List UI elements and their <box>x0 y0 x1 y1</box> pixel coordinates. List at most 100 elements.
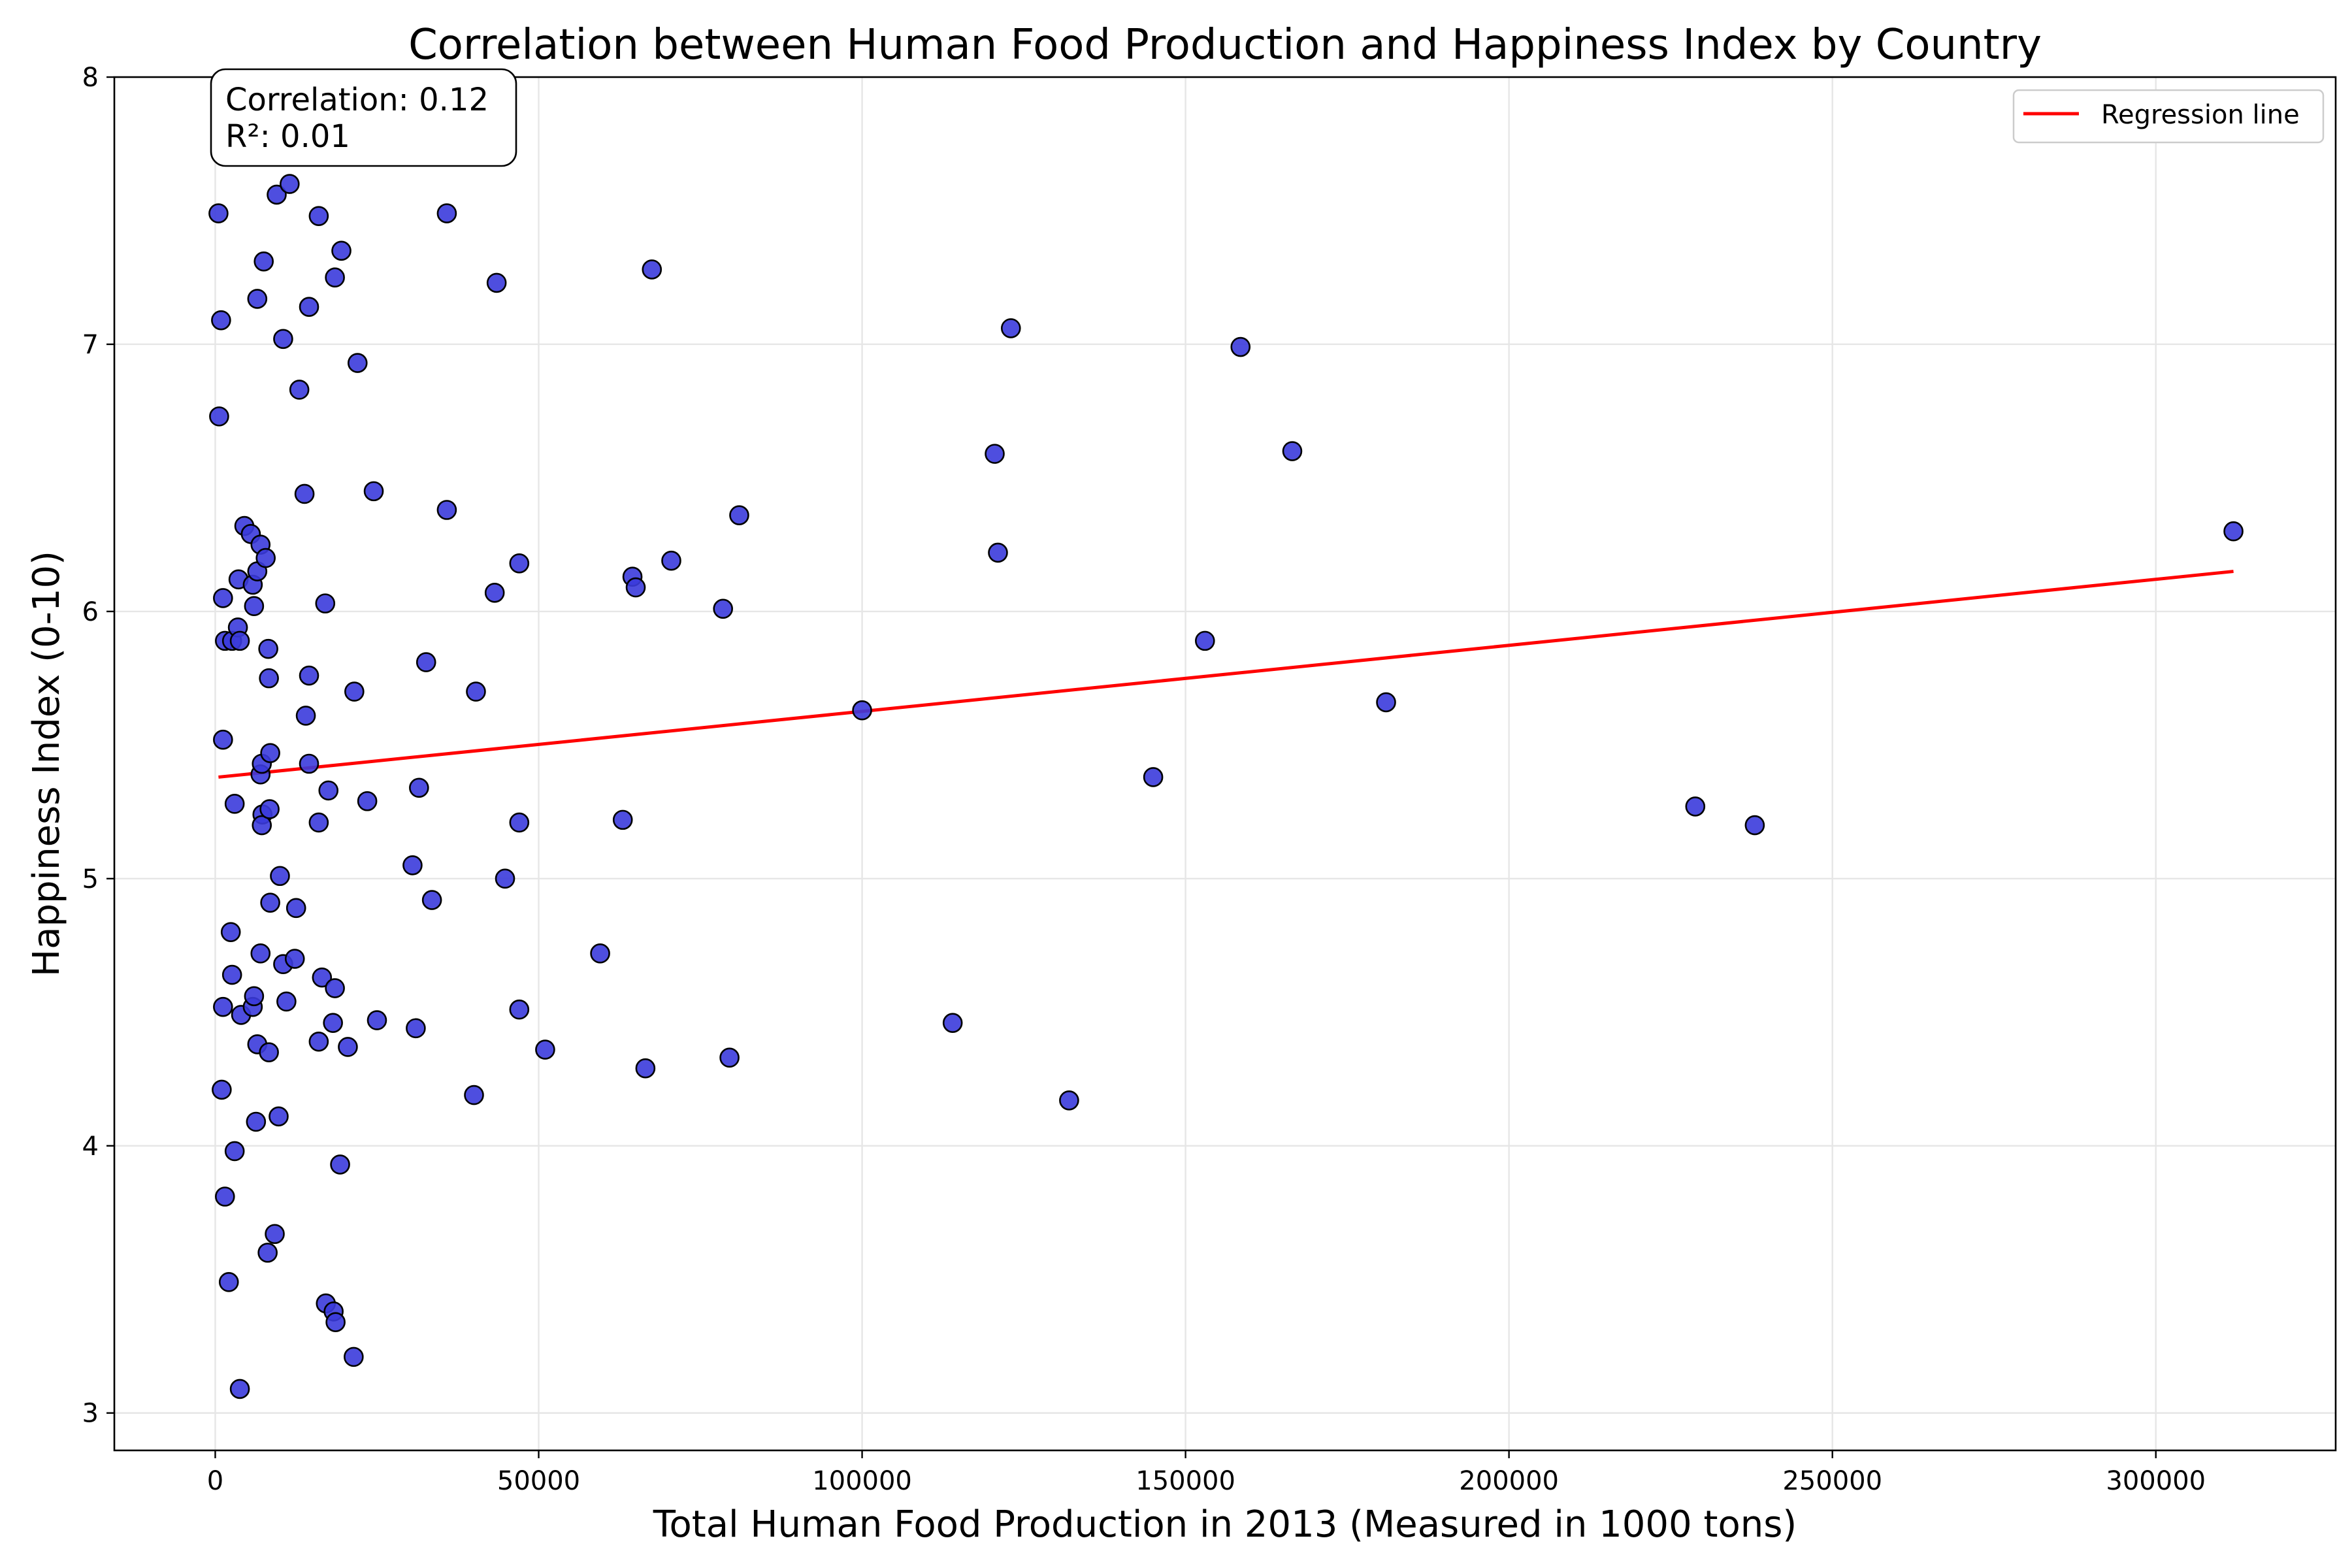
data-point <box>344 1347 364 1367</box>
x-tick-label: 250000 <box>1782 1466 1882 1496</box>
y-tick-label: 7 <box>82 330 99 360</box>
x-tick-label: 50000 <box>497 1466 580 1496</box>
data-point <box>270 866 290 887</box>
legend: Regression line <box>2012 89 2325 144</box>
data-point <box>1143 767 1164 787</box>
data-point <box>466 681 486 702</box>
data-point <box>308 206 329 226</box>
y-tick-label: 5 <box>82 864 99 894</box>
data-point <box>229 1379 250 1399</box>
legend-box <box>2012 89 2325 144</box>
data-point <box>308 1032 329 1052</box>
data-point <box>259 1042 279 1062</box>
data-point <box>289 380 310 400</box>
data-point <box>635 1058 656 1079</box>
data-point <box>344 681 365 702</box>
data-point <box>257 1243 278 1263</box>
data-point <box>253 251 274 272</box>
data-point <box>325 978 345 998</box>
data-point <box>294 483 315 504</box>
legend-regression-label: Regression line <box>2101 100 2300 130</box>
x-tick-label: 0 <box>207 1466 223 1496</box>
data-point <box>357 791 378 811</box>
stats-annotation-box <box>210 68 517 167</box>
data-point <box>211 310 231 331</box>
data-point <box>436 500 457 520</box>
x-tick-label: 300000 <box>2106 1466 2206 1496</box>
data-point <box>212 1079 232 1100</box>
data-point <box>273 329 293 350</box>
data-point <box>985 444 1005 464</box>
data-point <box>299 665 319 686</box>
data-point <box>218 1272 239 1292</box>
data-point <box>942 1013 963 1033</box>
data-point <box>590 943 610 964</box>
data-point <box>244 596 265 617</box>
data-point <box>308 812 329 833</box>
data-point <box>280 174 300 194</box>
data-point <box>252 815 272 836</box>
data-point <box>464 1085 484 1105</box>
data-point <box>988 542 1008 563</box>
data-point <box>299 297 319 317</box>
data-point <box>213 729 233 750</box>
y-tick-label: 3 <box>82 1399 99 1429</box>
data-point <box>713 598 733 619</box>
data-point <box>312 967 333 988</box>
x-tick-label: 150000 <box>1135 1466 1235 1496</box>
data-point <box>315 593 336 613</box>
correlation-text: Correlation: 0.12 <box>225 82 489 118</box>
data-point <box>244 986 265 1007</box>
data-point <box>295 706 316 726</box>
data-point <box>367 1010 387 1030</box>
data-point <box>719 1047 740 1068</box>
data-point <box>436 203 457 223</box>
data-point <box>286 898 306 919</box>
data-point <box>325 1312 346 1333</box>
plot-frame <box>113 76 2337 1452</box>
data-point <box>259 668 279 689</box>
data-point <box>495 868 515 889</box>
data-point <box>509 812 530 833</box>
data-point <box>267 184 287 205</box>
data-point <box>255 547 276 568</box>
chart-title: Correlation between Human Food Productio… <box>408 21 2042 69</box>
data-point <box>484 582 505 603</box>
data-point <box>224 794 245 814</box>
data-point <box>221 964 242 985</box>
y-axis-label: Happiness Index (0-10) <box>25 551 68 977</box>
data-point <box>299 753 319 774</box>
regression-line <box>218 570 2234 779</box>
data-point <box>260 892 280 913</box>
data-point <box>323 1013 343 1033</box>
data-point <box>213 996 233 1017</box>
data-point <box>209 406 229 427</box>
data-point <box>509 553 530 574</box>
data-point <box>509 999 530 1020</box>
data-point <box>409 777 429 798</box>
data-point <box>486 272 507 293</box>
data-point <box>1230 336 1251 357</box>
y-tick-label: 4 <box>82 1132 99 1162</box>
data-point <box>402 855 423 875</box>
data-point <box>1282 441 1303 461</box>
data-point <box>1376 692 1396 713</box>
data-point <box>331 240 351 261</box>
data-point <box>1744 815 1765 836</box>
data-point <box>1195 630 1215 651</box>
x-axis-label: Total Human Food Production in 2013 (Mea… <box>653 1503 1797 1546</box>
data-point <box>265 1224 285 1245</box>
data-point <box>416 652 436 672</box>
data-point <box>247 289 268 309</box>
data-point <box>347 353 368 373</box>
data-point <box>625 577 646 598</box>
data-point <box>318 780 339 801</box>
data-point <box>2223 521 2244 542</box>
data-points <box>208 128 2244 1399</box>
data-point <box>1000 318 1021 338</box>
data-point <box>642 259 662 280</box>
axis-ticks: 0 50000 100000 150000 200000 250000 300000 3 4 5 6… <box>82 63 2206 1496</box>
data-point <box>661 550 681 571</box>
data-point <box>213 588 233 608</box>
